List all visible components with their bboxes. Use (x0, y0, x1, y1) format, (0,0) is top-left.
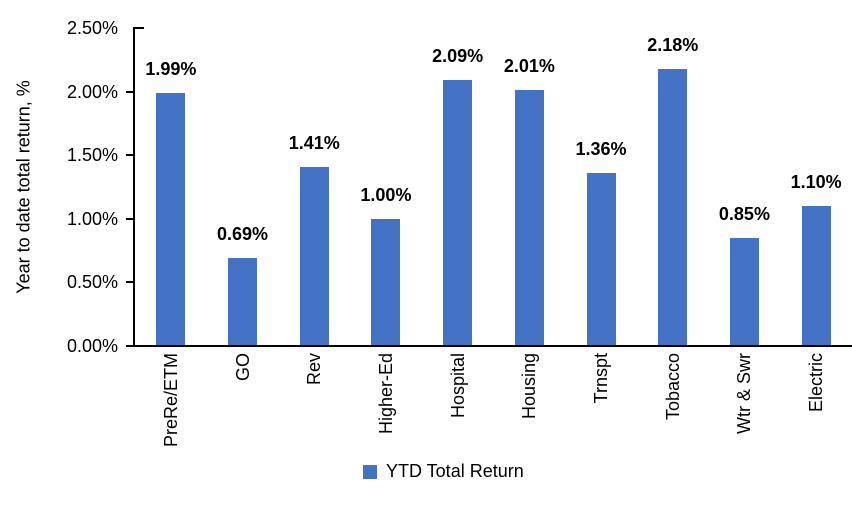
bar-value-label: 0.69% (217, 224, 269, 245)
y-axis-tick (126, 281, 133, 284)
x-category-label: Housing (519, 353, 540, 420)
bar (514, 90, 544, 345)
bar (371, 218, 401, 345)
legend-label: YTD Total Return (386, 461, 524, 481)
bar-value-label: 1.41% (288, 132, 340, 153)
bar-value-label: 0.85% (718, 203, 770, 224)
x-axis-line (133, 345, 852, 347)
x-category-label: GO (232, 353, 253, 382)
legend-swatch (363, 464, 377, 479)
y-axis-tick (126, 345, 133, 347)
bar (156, 92, 186, 345)
bar (228, 258, 258, 345)
x-category-label: Higher-Ed (375, 353, 396, 435)
y-tick-label: 0.00% (66, 336, 118, 356)
bar-value-label: 1.36% (575, 139, 627, 159)
y-axis-tick (126, 154, 133, 157)
legend: YTD Total Return (363, 461, 524, 482)
bar (586, 173, 616, 345)
bar-value-label: 1.10% (790, 172, 842, 193)
y-axis-tick (126, 90, 133, 93)
x-category-label: Rev (304, 353, 325, 386)
y-tick-label: 2.00% (66, 81, 118, 102)
y-axis-tick (135, 27, 144, 29)
bar-value-label: 2.09% (432, 46, 484, 67)
bar (729, 237, 759, 345)
bar (299, 166, 329, 345)
x-category-label: Wtr & Swr (734, 353, 755, 434)
bar-value-label: 1.99% (145, 58, 197, 79)
y-tick-label: 2.50% (66, 18, 118, 38)
y-tick-label: 1.50% (66, 145, 118, 166)
bar (801, 206, 831, 345)
x-category-label: Trnspt (591, 353, 612, 404)
y-tick-label: 1.00% (66, 208, 118, 229)
x-category-label: Electric (806, 353, 827, 413)
y-axis-line (133, 27, 135, 347)
bar (443, 80, 473, 345)
x-category-label: Tobacco (662, 353, 683, 421)
bar-value-label: 2.18% (647, 34, 699, 55)
bar (658, 68, 688, 345)
x-category-label: PreRe/ETM (160, 353, 181, 448)
x-category-label: Hospital (447, 353, 468, 419)
y-tick-label: 0.50% (66, 272, 118, 293)
bar-value-label: 1.00% (360, 184, 412, 205)
bar-value-label: 2.01% (503, 56, 555, 77)
y-axis-tick (126, 217, 133, 220)
